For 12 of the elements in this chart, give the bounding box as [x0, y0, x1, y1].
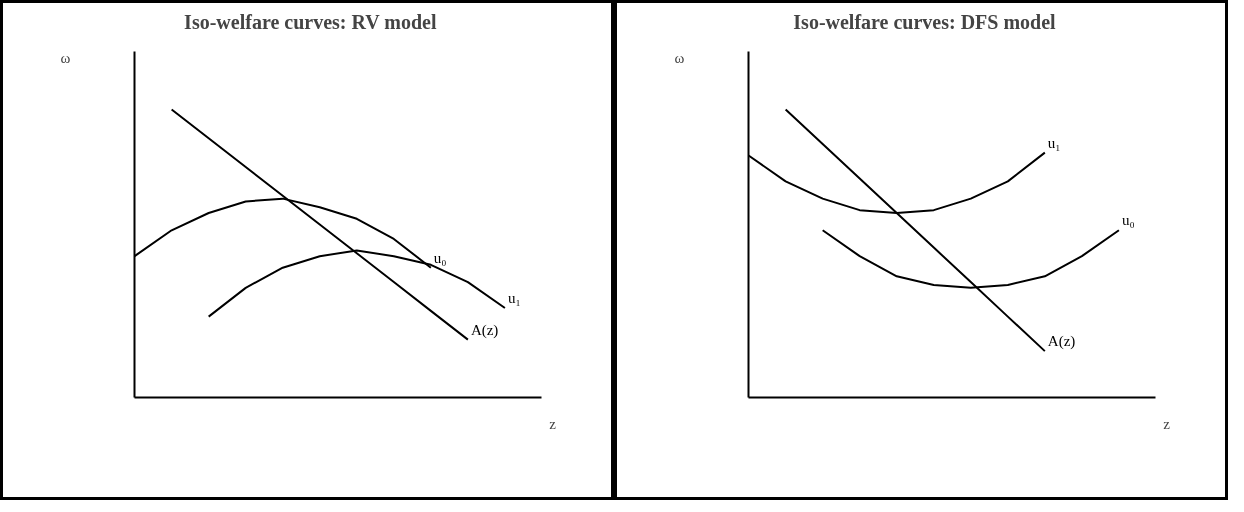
series-label: u₀ [433, 249, 447, 266]
series-label: u₁ [1047, 134, 1061, 151]
series-label: u₀ [1121, 212, 1135, 229]
series-label: u₁ [507, 289, 521, 306]
x-axis-title: z [549, 415, 557, 432]
y-axis-title: ω [674, 50, 685, 67]
x-axis-title: z [1163, 415, 1171, 432]
series-label: A(z) [470, 321, 499, 339]
chart-title: Iso-welfare curves: DFS model [793, 10, 1057, 33]
series-label: A(z) [1047, 333, 1076, 351]
chart-title: Iso-welfare curves: RV model [184, 10, 437, 33]
y-axis-title: ω [60, 50, 71, 67]
